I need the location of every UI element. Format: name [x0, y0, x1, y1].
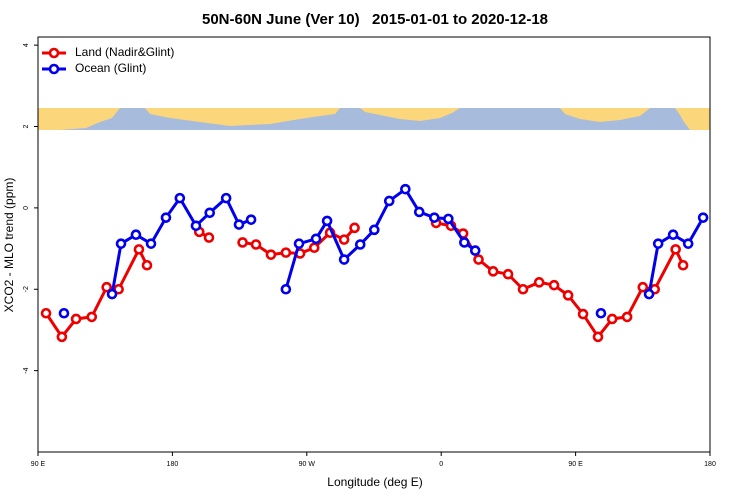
- point: [643, 288, 655, 300]
- point: [473, 254, 484, 265]
- x-tick-label: 90 E: [568, 461, 583, 468]
- x-tick-label: 180: [704, 461, 716, 468]
- point: [338, 254, 350, 265]
- point: [237, 237, 248, 248]
- point: [101, 281, 112, 293]
- point: [106, 288, 118, 300]
- point: [459, 237, 470, 248]
- x-tick-label: 180: [167, 461, 179, 468]
- point: [308, 242, 320, 254]
- point: [338, 234, 350, 245]
- legend-label: Ocean (Glint): [75, 61, 146, 75]
- point: [429, 212, 440, 223]
- point: [265, 249, 277, 260]
- point: [245, 214, 257, 225]
- point: [220, 192, 232, 204]
- point: [652, 238, 664, 249]
- point: [606, 313, 618, 325]
- x-axis-label: Longitude (deg E): [327, 475, 422, 489]
- point: [443, 213, 454, 225]
- point: [621, 311, 633, 323]
- point: [533, 277, 545, 288]
- plot-frame: [37, 36, 711, 453]
- point: [233, 219, 245, 230]
- legend-label: Land (Nadir&Glint): [75, 45, 174, 59]
- x-tick-label: 90 E: [31, 461, 46, 468]
- point: [670, 244, 681, 255]
- series-line: [110, 186, 705, 295]
- x-tick-label: 0: [439, 461, 443, 468]
- point: [677, 259, 689, 271]
- point: [250, 239, 262, 250]
- point: [70, 313, 82, 325]
- point: [56, 331, 68, 343]
- y-tick-label: 4: [23, 43, 30, 47]
- point: [115, 238, 127, 249]
- point: [204, 207, 216, 219]
- point: [113, 283, 124, 295]
- chart-title: 50N-60N June (Ver 10) 2015-01-01 to 2020…: [202, 11, 548, 28]
- point: [413, 206, 425, 218]
- point: [383, 195, 395, 207]
- point: [293, 238, 305, 249]
- map-land: [38, 108, 710, 130]
- point: [280, 247, 292, 258]
- point: [469, 245, 481, 256]
- series-line: [44, 221, 685, 340]
- point: [354, 239, 366, 250]
- y-tick-label: 0: [23, 206, 30, 210]
- point: [40, 307, 52, 319]
- point: [562, 290, 574, 301]
- legend-marker: [48, 63, 60, 75]
- point: [86, 311, 98, 323]
- point: [141, 259, 153, 271]
- point: [517, 283, 529, 295]
- y-axis-label: XCO2 - MLO trend (ppm): [2, 178, 16, 313]
- point: [400, 183, 411, 195]
- point: [548, 279, 560, 291]
- point: [190, 220, 202, 232]
- x-tick-label: 90 W: [299, 461, 316, 468]
- point: [58, 307, 70, 319]
- point: [595, 307, 607, 319]
- y-tick-label: 2: [23, 124, 30, 128]
- point: [592, 331, 604, 343]
- point: [637, 281, 649, 293]
- point: [280, 283, 292, 295]
- point: [130, 229, 142, 241]
- point: [697, 212, 709, 223]
- point: [321, 215, 333, 227]
- point: [160, 212, 172, 223]
- point: [349, 222, 360, 234]
- point: [667, 229, 679, 241]
- point: [310, 233, 322, 245]
- point: [577, 308, 589, 320]
- map-strip: [38, 108, 710, 130]
- legend-marker: [48, 47, 60, 59]
- point: [682, 238, 694, 249]
- point: [203, 232, 215, 243]
- point: [368, 224, 380, 236]
- y-tick-label: -2: [23, 286, 30, 292]
- y-tick-label: -4: [23, 367, 30, 373]
- point: [487, 266, 499, 277]
- point: [502, 268, 514, 280]
- point: [145, 238, 157, 249]
- point: [174, 192, 186, 204]
- point: [133, 244, 145, 255]
